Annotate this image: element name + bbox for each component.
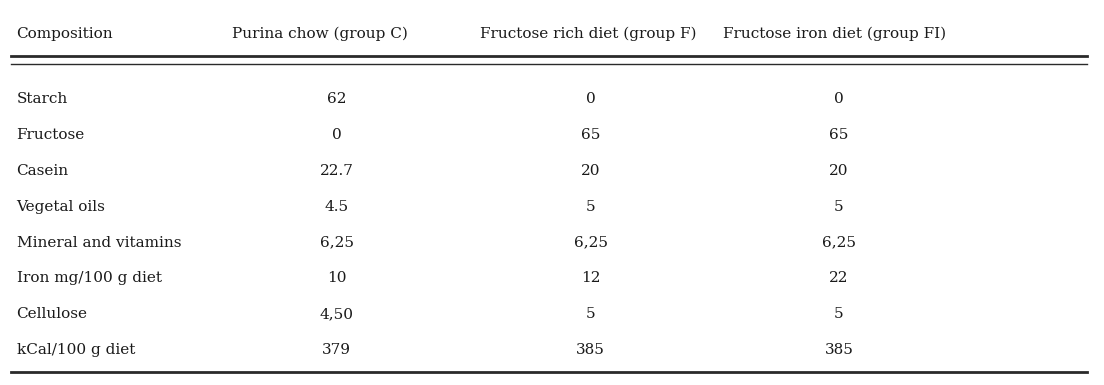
Text: 385: 385 <box>576 343 605 357</box>
Text: Mineral and vitamins: Mineral and vitamins <box>17 236 181 249</box>
Text: 22.7: 22.7 <box>320 164 353 178</box>
Text: 6,25: 6,25 <box>574 236 607 249</box>
Text: 5: 5 <box>835 307 843 321</box>
Text: 385: 385 <box>825 343 853 357</box>
Text: 12: 12 <box>581 271 601 285</box>
Text: Casein: Casein <box>17 164 68 178</box>
Text: Fructose iron diet (group FI): Fructose iron diet (group FI) <box>723 27 946 41</box>
Text: 6,25: 6,25 <box>822 236 856 249</box>
Text: Iron mg/100 g diet: Iron mg/100 g diet <box>17 271 161 285</box>
Text: Fructose: Fructose <box>17 128 85 142</box>
Text: 65: 65 <box>829 128 849 142</box>
Text: 22: 22 <box>829 271 849 285</box>
Text: Starch: Starch <box>17 92 67 106</box>
Text: 20: 20 <box>829 164 849 178</box>
Text: 0: 0 <box>586 92 595 106</box>
Text: 10: 10 <box>327 271 347 285</box>
Text: 65: 65 <box>581 128 601 142</box>
Text: 5: 5 <box>586 200 595 214</box>
Text: 0: 0 <box>332 128 341 142</box>
Text: 0: 0 <box>835 92 843 106</box>
Text: 379: 379 <box>322 343 351 357</box>
Text: Purina chow (group C): Purina chow (group C) <box>232 27 407 41</box>
Text: Vegetal oils: Vegetal oils <box>17 200 106 214</box>
Text: 5: 5 <box>586 307 595 321</box>
Text: 62: 62 <box>327 92 347 106</box>
Text: Composition: Composition <box>17 27 114 41</box>
Text: 20: 20 <box>581 164 601 178</box>
Text: Fructose rich diet (group F): Fructose rich diet (group F) <box>480 27 697 41</box>
Text: kCal/100 g diet: kCal/100 g diet <box>17 343 135 357</box>
Text: 5: 5 <box>835 200 843 214</box>
Text: 4.5: 4.5 <box>325 200 349 214</box>
Text: 6,25: 6,25 <box>320 236 353 249</box>
Text: Cellulose: Cellulose <box>17 307 87 321</box>
Text: 4,50: 4,50 <box>320 307 353 321</box>
